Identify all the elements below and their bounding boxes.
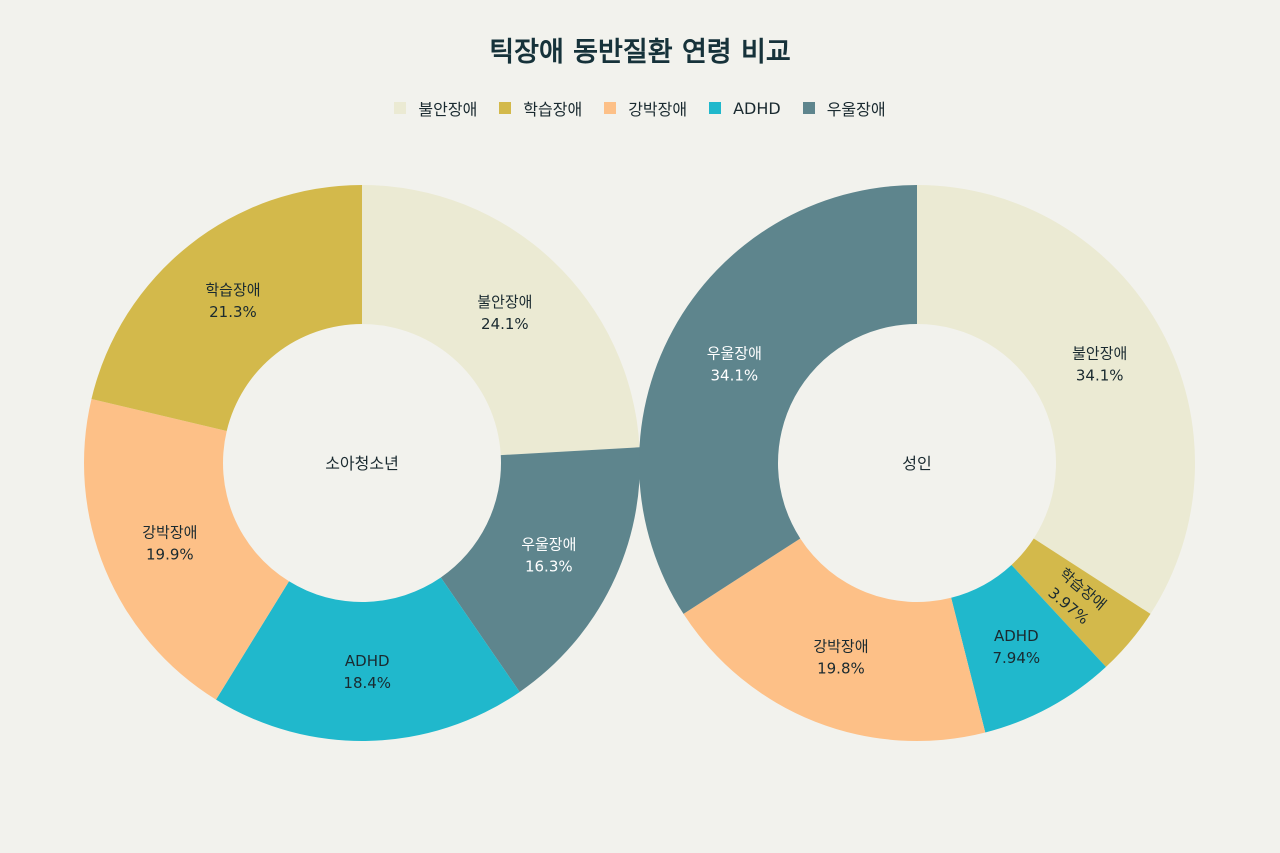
legend-swatch [802, 102, 815, 114]
slice-label-name: 우울장애 [707, 345, 762, 363]
slice-label-name: 강박장애 [142, 524, 197, 542]
slice-label-value: 34.1% [1076, 367, 1124, 385]
legend: 불안장애 학습장애 강박장애 ADHD 우울장애 [0, 96, 1280, 120]
legend-item-ocd[interactable]: 강박장애 [604, 96, 687, 120]
legend-swatch [709, 102, 722, 114]
slice-label-value: 21.3% [209, 303, 257, 321]
slice-label-value: 18.4% [343, 674, 391, 692]
slice-label-name: 강박장애 [813, 638, 868, 656]
slice-label-name: 우울장애 [521, 536, 576, 554]
donut-center-label: 소아청소년 [325, 454, 399, 473]
donut-chart-2: 불안장애 34.1%학습장애3.97%ADHD 7.94%강박장애 19.8%우울장애… [639, 185, 1195, 741]
legend-swatch [604, 102, 617, 114]
slice-label-name: 불안장애 [477, 293, 532, 311]
slice-label-value: 7.94% [992, 649, 1040, 667]
slice-learning[interactable] [91, 185, 363, 431]
slice-label-anxiety: 불안장애 34.1% [1072, 345, 1127, 385]
slice-label-ocd: 강박장애 19.9% [142, 524, 197, 564]
donut-center-label: 성인 [902, 454, 931, 473]
legend-label: 우울장애 [826, 100, 886, 119]
legend-item-depression[interactable]: 우울장애 [802, 96, 886, 120]
legend-item-learning[interactable]: 학습장애 [499, 96, 582, 120]
donut-chart-1: 불안장애 24.1% 우울장애 16.3% ADHD 18.4% 강박장애 19.9% 학습장애… [84, 185, 640, 742]
legend-swatch [499, 102, 512, 114]
slice-label-name: ADHD [994, 627, 1039, 645]
slice-label-name: ADHD [345, 652, 390, 670]
slice-label-learning: 학습장애 21.3% [205, 281, 260, 321]
slice-depression[interactable] [440, 447, 640, 692]
legend-swatch [394, 102, 407, 114]
legend-label: 강박장애 [628, 100, 688, 119]
slice-depression[interactable] [639, 185, 917, 614]
slice-anxiety[interactable] [362, 185, 640, 456]
slice-ocd[interactable] [84, 398, 290, 700]
slice-adhd[interactable] [951, 564, 1106, 733]
legend-item-anxiety[interactable]: 불안장애 [394, 96, 477, 120]
legend-label: 불안장애 [418, 100, 478, 119]
slice-label-value: 24.1% [481, 315, 529, 333]
slice-label-adhd: ADHD 18.4% [343, 652, 391, 692]
slice-label-adhd: ADHD 7.94% [992, 627, 1040, 667]
legend-label: 학습장애 [523, 100, 583, 119]
slice-label-name: 불안장애 [1072, 345, 1127, 363]
slice-label-value: 34.1% [710, 367, 758, 385]
slice-label-depression: 우울장애 34.1% [707, 345, 762, 385]
slice-label-value: 19.9% [146, 546, 194, 564]
slice-label-depression: 우울장애 16.3% [521, 536, 576, 576]
slice-label-value: 19.8% [817, 660, 865, 678]
legend-label: ADHD [733, 98, 781, 118]
slice-label-value: 16.3% [525, 558, 573, 576]
chart-title: 틱장애 동반질환 연령 비교 [489, 37, 791, 68]
legend-item-adhd[interactable]: ADHD [709, 96, 781, 120]
slice-label-name: 학습장애 [205, 281, 260, 299]
slice-adhd[interactable] [216, 577, 520, 742]
slice-ocd[interactable] [683, 538, 986, 741]
slice-anxiety[interactable] [917, 185, 1195, 614]
slice-learning[interactable] [1011, 538, 1151, 667]
slice-label-anxiety: 불안장애 24.1% [477, 293, 532, 333]
slice-label-ocd: 강박장애 19.8% [813, 638, 868, 678]
